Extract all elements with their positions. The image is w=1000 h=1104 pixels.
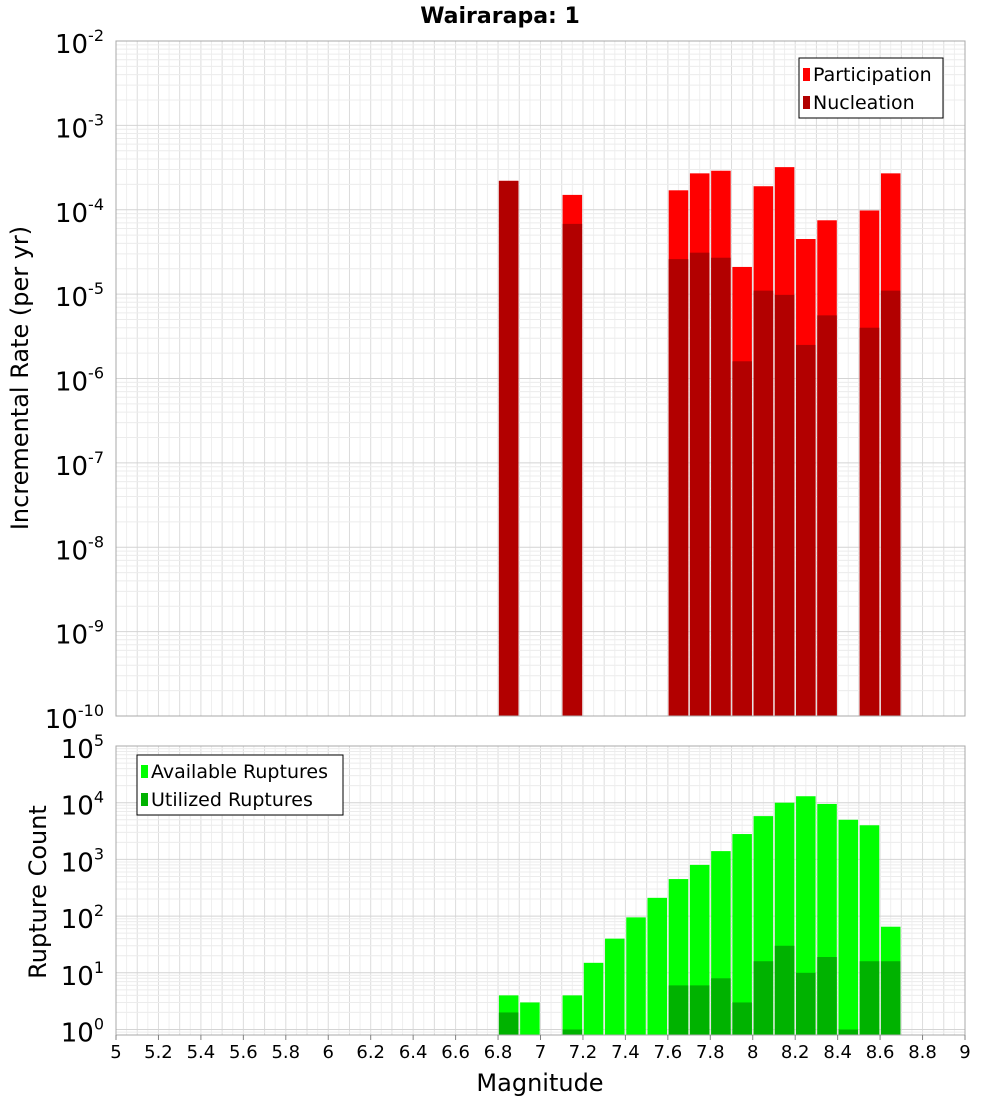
top-y-tick-label: 10-2 [55, 26, 104, 60]
bottom-bar-utilized-ruptures [668, 985, 689, 1035]
top-y-tick-label: 10-6 [55, 364, 104, 398]
top-y-tick-label: 10-10 [45, 701, 104, 735]
bottom-bar-available-ruptures [732, 834, 752, 1035]
bottom-y-tick-label: 101 [61, 958, 104, 992]
x-tick-label: 6 [323, 1042, 334, 1063]
bottom-bar-available-ruptures [647, 897, 668, 1035]
top-y-tick-label: 10-5 [55, 279, 104, 313]
top-legend-swatch [803, 96, 810, 109]
top-bar-nucleation [817, 315, 837, 716]
x-tick-label: 8.4 [823, 1042, 852, 1063]
top-legend-label: Nucleation [813, 92, 915, 114]
bottom-bar-utilized-ruptures [817, 956, 837, 1035]
top-y-tick-label: 10-9 [55, 617, 104, 651]
bottom-y-tick-label: 104 [61, 788, 104, 822]
bottom-bar-utilized-ruptures [796, 972, 816, 1035]
top-legend-box [798, 57, 944, 119]
top-bar-nucleation [774, 294, 795, 716]
top-bar-nucleation [711, 257, 731, 716]
bottom-y-tick-label: 105 [61, 731, 104, 765]
top-bar-nucleation [859, 327, 880, 716]
bottom-bar-utilized-ruptures [498, 1012, 519, 1035]
bottom-y-tick-label: 100 [61, 1015, 104, 1049]
x-axis-label: Magnitude [476, 1069, 603, 1097]
bottom-legend-box [136, 754, 344, 816]
x-tick-label: 6.6 [441, 1042, 470, 1063]
bottom-legend-swatch [141, 793, 148, 806]
top-y-tick-label: 10-7 [55, 448, 104, 482]
x-tick-label: 6.8 [484, 1042, 513, 1063]
bottom-bar-available-ruptures [626, 917, 646, 1035]
top-bar-nucleation [498, 180, 519, 716]
bottom-bar-utilized-ruptures [753, 961, 774, 1035]
x-tick-label: 8.8 [908, 1042, 937, 1063]
top-legend-label: Participation [813, 64, 932, 86]
x-tick-label: 6.4 [399, 1042, 428, 1063]
x-tick-label: 7.4 [611, 1042, 640, 1063]
bottom-bar-utilized-ruptures [711, 978, 731, 1035]
x-tick-label: 5.6 [229, 1042, 258, 1063]
bottom-bar-utilized-ruptures [732, 1002, 752, 1035]
bottom-bar-available-ruptures [520, 1002, 540, 1035]
bottom-y-tick-label: 103 [61, 844, 104, 878]
x-tick-label: 5.4 [187, 1042, 216, 1063]
top-y-tick-label: 10-4 [55, 195, 104, 229]
x-tick-label: 9 [959, 1042, 970, 1063]
top-y-tick-label: 10-3 [55, 110, 104, 144]
x-tick-label: 7.6 [654, 1042, 683, 1063]
top-bar-nucleation [880, 290, 901, 716]
bottom-bar-utilized-ruptures [838, 1029, 859, 1035]
top-bar-nucleation [689, 252, 710, 716]
bottom-bar-available-ruptures [838, 819, 859, 1035]
x-tick-label: 8 [747, 1042, 758, 1063]
top-bar-nucleation [732, 361, 752, 716]
bottom-bar-utilized-ruptures [562, 1029, 583, 1035]
bottom-bar-available-ruptures [583, 962, 604, 1035]
top-y-axis-label: Incremental Rate (per yr) [6, 226, 34, 530]
top-bar-nucleation [668, 259, 689, 716]
x-tick-label: 7 [535, 1042, 546, 1063]
top-bar-nucleation [796, 344, 816, 716]
top-legend-swatch [803, 68, 810, 81]
bottom-bar-utilized-ruptures [774, 945, 795, 1035]
top-y-tick-label: 10-8 [55, 532, 104, 566]
bottom-legend-swatch [141, 765, 148, 778]
chart-title: Wairarapa: 1 [420, 4, 580, 29]
x-tick-label: 7.2 [569, 1042, 598, 1063]
x-tick-label: 8.6 [866, 1042, 895, 1063]
x-tick-label: 5.8 [271, 1042, 300, 1063]
top-bar-nucleation [753, 290, 774, 716]
bottom-y-tick-label: 102 [61, 901, 104, 935]
x-tick-label: 7.8 [696, 1042, 725, 1063]
bottom-bar-utilized-ruptures [859, 961, 880, 1035]
bottom-y-axis-label: Rupture Count [24, 805, 52, 979]
bottom-bar-utilized-ruptures [880, 961, 901, 1035]
x-tick-label: 6.2 [356, 1042, 385, 1063]
top-bar-nucleation [562, 223, 583, 716]
x-tick-label: 5.2 [144, 1042, 173, 1063]
bottom-bar-utilized-ruptures [689, 985, 710, 1035]
bottom-legend-label: Available Ruptures [151, 761, 328, 783]
bottom-bar-available-ruptures [562, 995, 583, 1035]
top-plot-frame [115, 40, 966, 717]
x-tick-label: 8.2 [781, 1042, 810, 1063]
x-tick-label: 5 [110, 1042, 121, 1063]
bottom-legend-label: Utilized Ruptures [151, 789, 313, 811]
bottom-bar-available-ruptures [605, 938, 625, 1035]
